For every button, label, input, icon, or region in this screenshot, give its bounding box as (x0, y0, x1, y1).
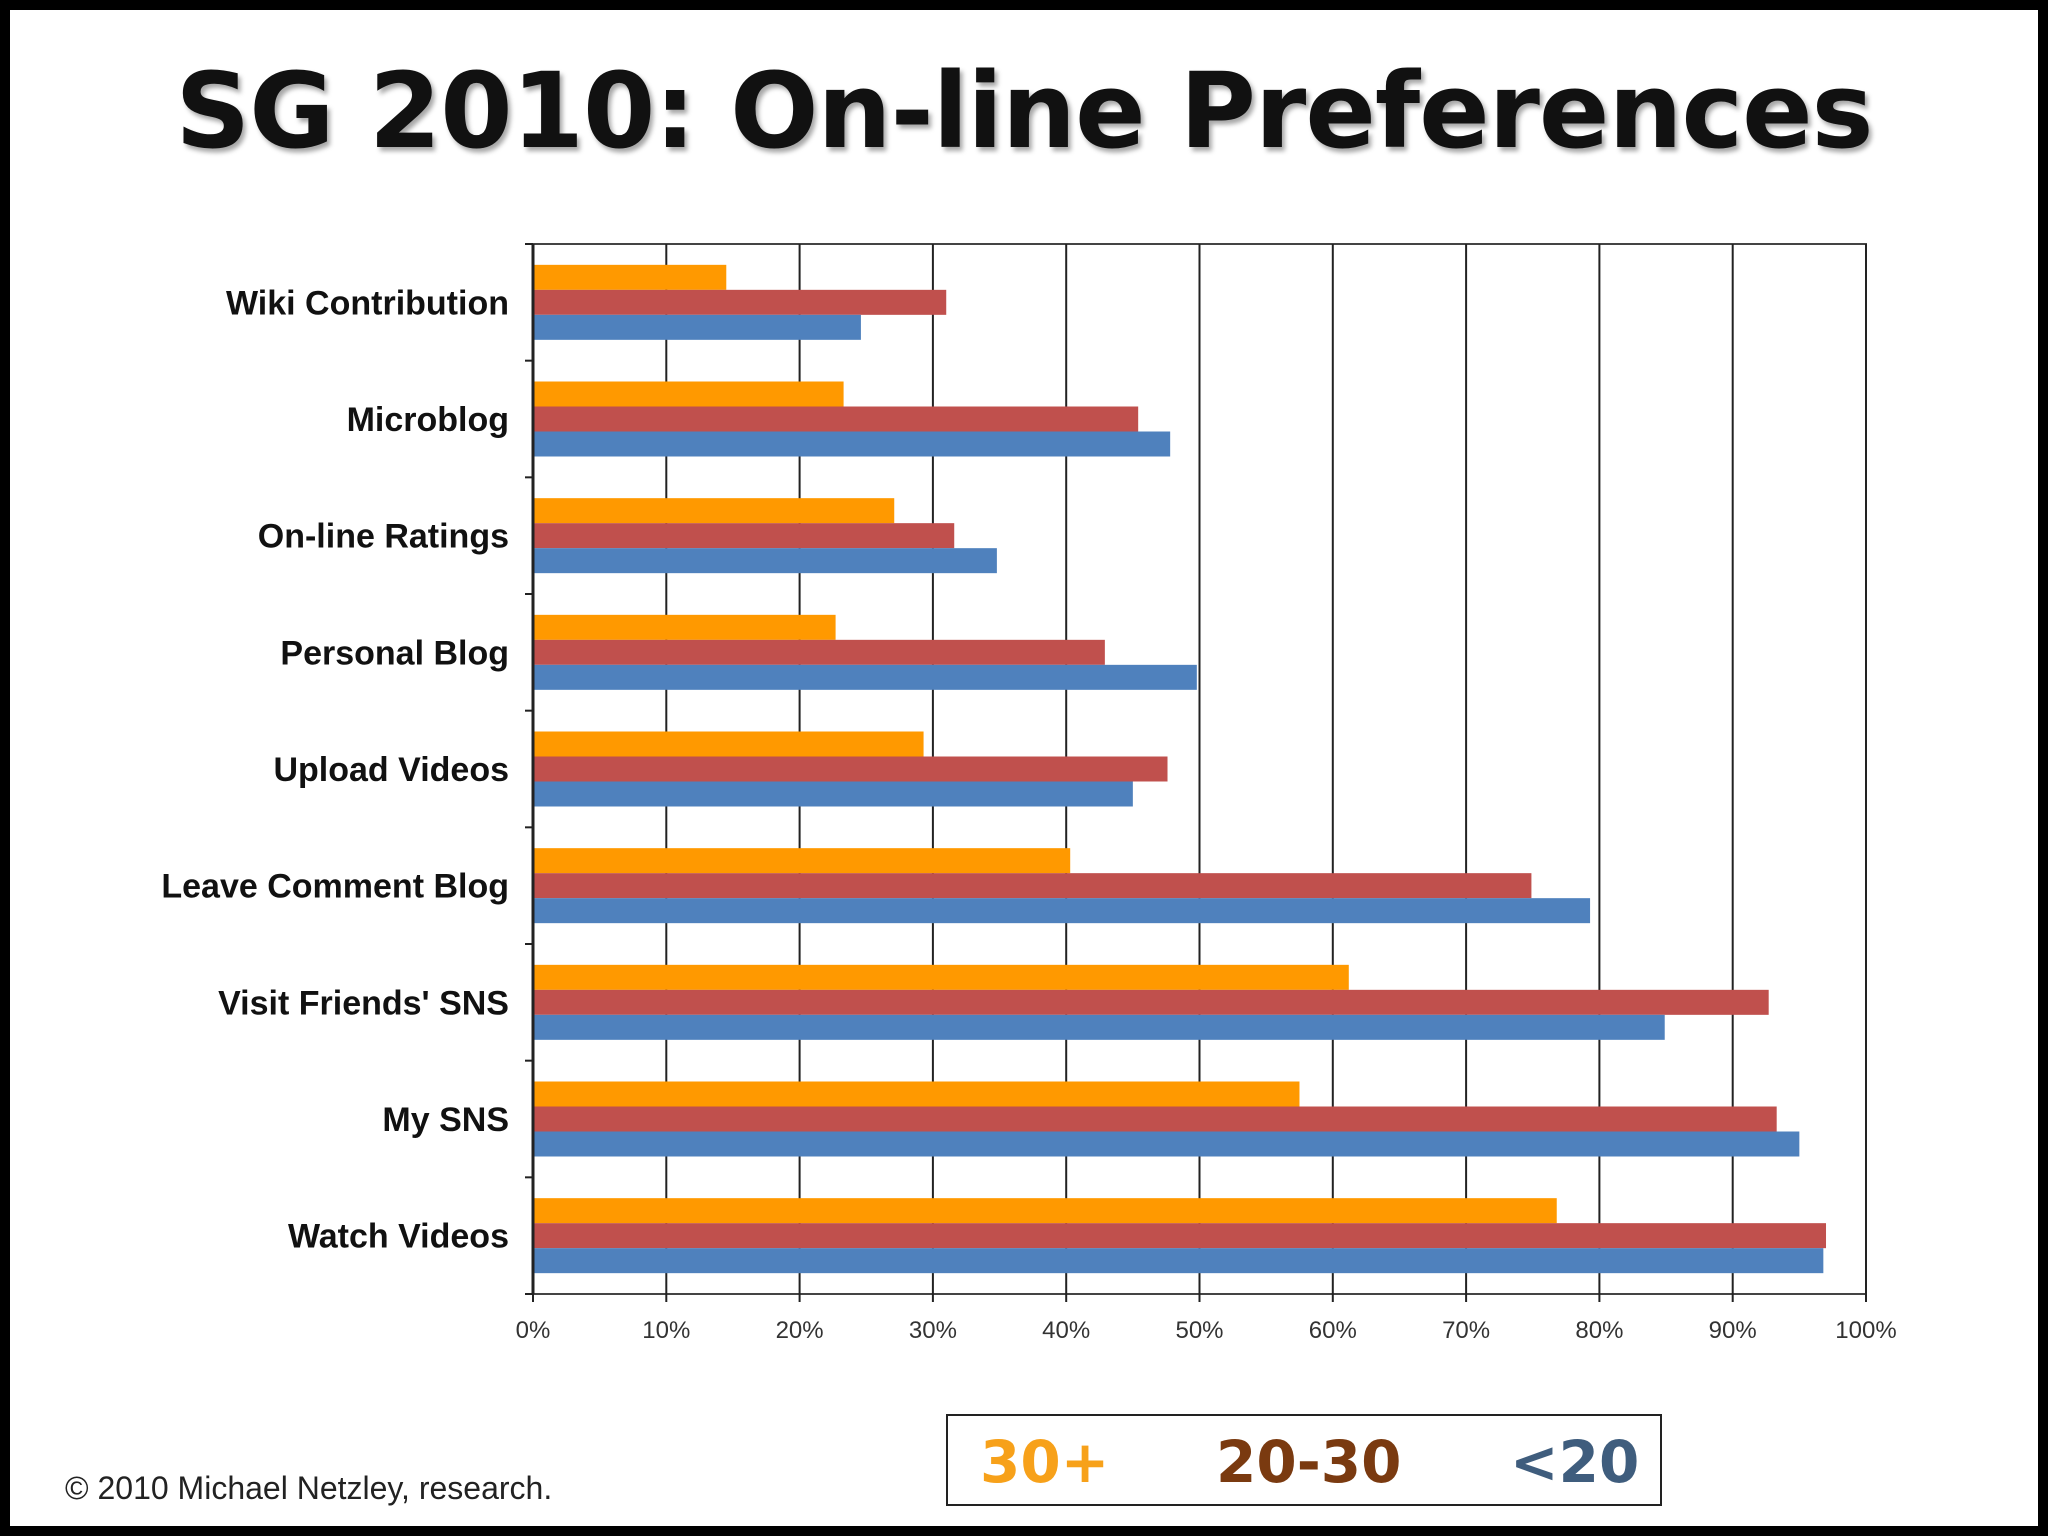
x-tick-label: 80% (1575, 1317, 1623, 1344)
x-tick-labels: 0% 10% 20% 30% 40% 50% 60% 70% 80% 90% 100% (516, 1317, 1897, 1344)
bar (533, 898, 1591, 924)
bar (533, 523, 955, 549)
legend-item-20-30: 20-30 (1216, 1428, 1402, 1496)
page-title: SG 2010: On-line Preferences (175, 50, 1873, 172)
copyright-text: © 2010 Michael Netzley, research. (65, 1470, 553, 1506)
legend: 30+ 20-30 <20 (946, 1414, 1662, 1506)
bar (533, 873, 1532, 899)
bar (533, 664, 1197, 690)
category-label: On-line Ratings (258, 518, 509, 556)
bar (533, 289, 947, 315)
slide: SG 2010: On-line Preferences Wiki Contri… (10, 10, 2038, 1526)
category-label: Personal Blog (280, 634, 509, 672)
bar (533, 614, 836, 640)
bar (533, 989, 1769, 1015)
category-labels: Wiki Contribution Microblog On-line Rating… (161, 284, 509, 1255)
legend-item-30-plus: 30+ (980, 1428, 1110, 1496)
bar (533, 964, 1349, 990)
legend-item-under-20: <20 (1510, 1428, 1640, 1496)
x-tick-label: 30% (909, 1317, 957, 1344)
bar (533, 1198, 1557, 1224)
category-label: Leave Comment Blog (161, 868, 509, 906)
bar (533, 756, 1168, 782)
x-tick-label: 60% (1309, 1317, 1357, 1344)
x-tick-label: 40% (1042, 1317, 1090, 1344)
x-tick-label: 100% (1835, 1317, 1896, 1344)
bar (533, 406, 1139, 432)
bars (533, 264, 1827, 1274)
axes (525, 243, 1867, 1302)
x-tick-label: 0% (516, 1317, 551, 1344)
bar-chart: Wiki Contribution Microblog On-line Rating… (161, 243, 1897, 1344)
bar (533, 498, 895, 524)
x-tick-label: 90% (1709, 1317, 1757, 1344)
bar (533, 1223, 1827, 1249)
bar (533, 1131, 1800, 1157)
category-label: Watch Videos (288, 1218, 509, 1256)
bar (533, 1081, 1300, 1107)
bar (533, 381, 844, 407)
bar (533, 431, 1171, 457)
x-tick-label: 10% (642, 1317, 690, 1344)
category-label: Upload Videos (273, 751, 509, 789)
x-tick-label: 20% (776, 1317, 824, 1344)
category-label: My SNS (382, 1101, 509, 1139)
bar (533, 848, 1071, 874)
bar (533, 1014, 1665, 1040)
bar (533, 548, 997, 574)
category-label: Visit Friends' SNS (218, 984, 509, 1022)
bar (533, 1248, 1824, 1274)
x-tick-label: 70% (1442, 1317, 1490, 1344)
bar (533, 639, 1105, 665)
category-label: Microblog (347, 401, 509, 439)
bar (533, 1106, 1777, 1132)
x-tick-label: 50% (1175, 1317, 1223, 1344)
bar (533, 314, 861, 340)
bar (533, 731, 924, 757)
category-label: Wiki Contribution (226, 284, 509, 322)
bar (533, 264, 727, 290)
bar (533, 781, 1133, 807)
